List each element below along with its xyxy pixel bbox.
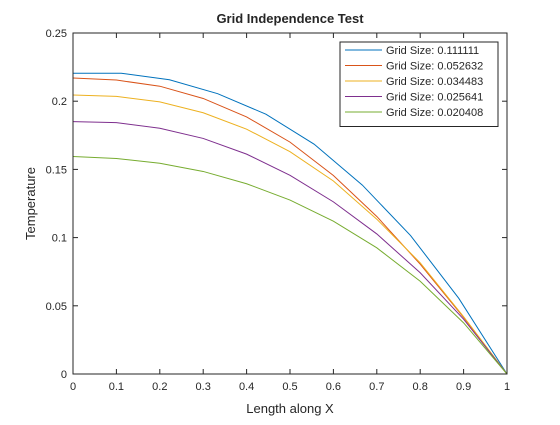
x-tick-label: 0.9 [456,381,471,393]
legend-entry: Grid Size: 0.052632 [386,61,483,73]
y-tick-label: 0.1 [52,233,67,245]
y-axis-label: Temperature [23,167,38,240]
x-tick-label: 0.4 [239,381,254,393]
series-layer [72,72,508,375]
x-tick-label: 0.5 [282,381,297,393]
x-tick-label: 0.8 [413,381,428,393]
x-tick-label: 0.7 [369,381,384,393]
series-line-3 [72,94,508,375]
y-tick-label: 0.05 [46,301,67,313]
x-tick-label: 0.2 [152,381,167,393]
legend-entry: Grid Size: 0.111111 [386,45,479,57]
ticks-layer: 0 0.1 0.2 0.3 0.4 0.5 0.6 0.7 0.8 0.9 1 0 0.05 0.1 0.1… [46,28,510,393]
series-line-1 [73,72,508,375]
y-tick-label: 0 [61,369,67,381]
chart-title: Grid Independence Test [216,11,364,26]
series-line-5 [72,155,508,375]
x-tick-label: 0.1 [109,381,124,393]
y-tick-label: 0.25 [46,28,67,40]
legend-entry: Grid Size: 0.025641 [386,92,483,104]
x-tick-label: 1 [504,381,510,393]
x-tick-label: 0.3 [196,381,211,393]
series-line-4 [72,121,508,375]
x-tick-label: 0 [70,381,76,393]
series-line-2 [72,77,508,375]
legend-entry: Grid Size: 0.020408 [386,107,483,119]
x-axis-label: Length along X [246,401,334,416]
legend: Grid Size: 0.111111 Grid Size: 0.052632 Gr… [339,41,499,127]
legend-entry: Grid Size: 0.034483 [386,76,483,88]
x-tick-label: 0.6 [326,381,341,393]
y-tick-label: 0.15 [46,164,67,176]
y-tick-label: 0.2 [52,96,67,108]
